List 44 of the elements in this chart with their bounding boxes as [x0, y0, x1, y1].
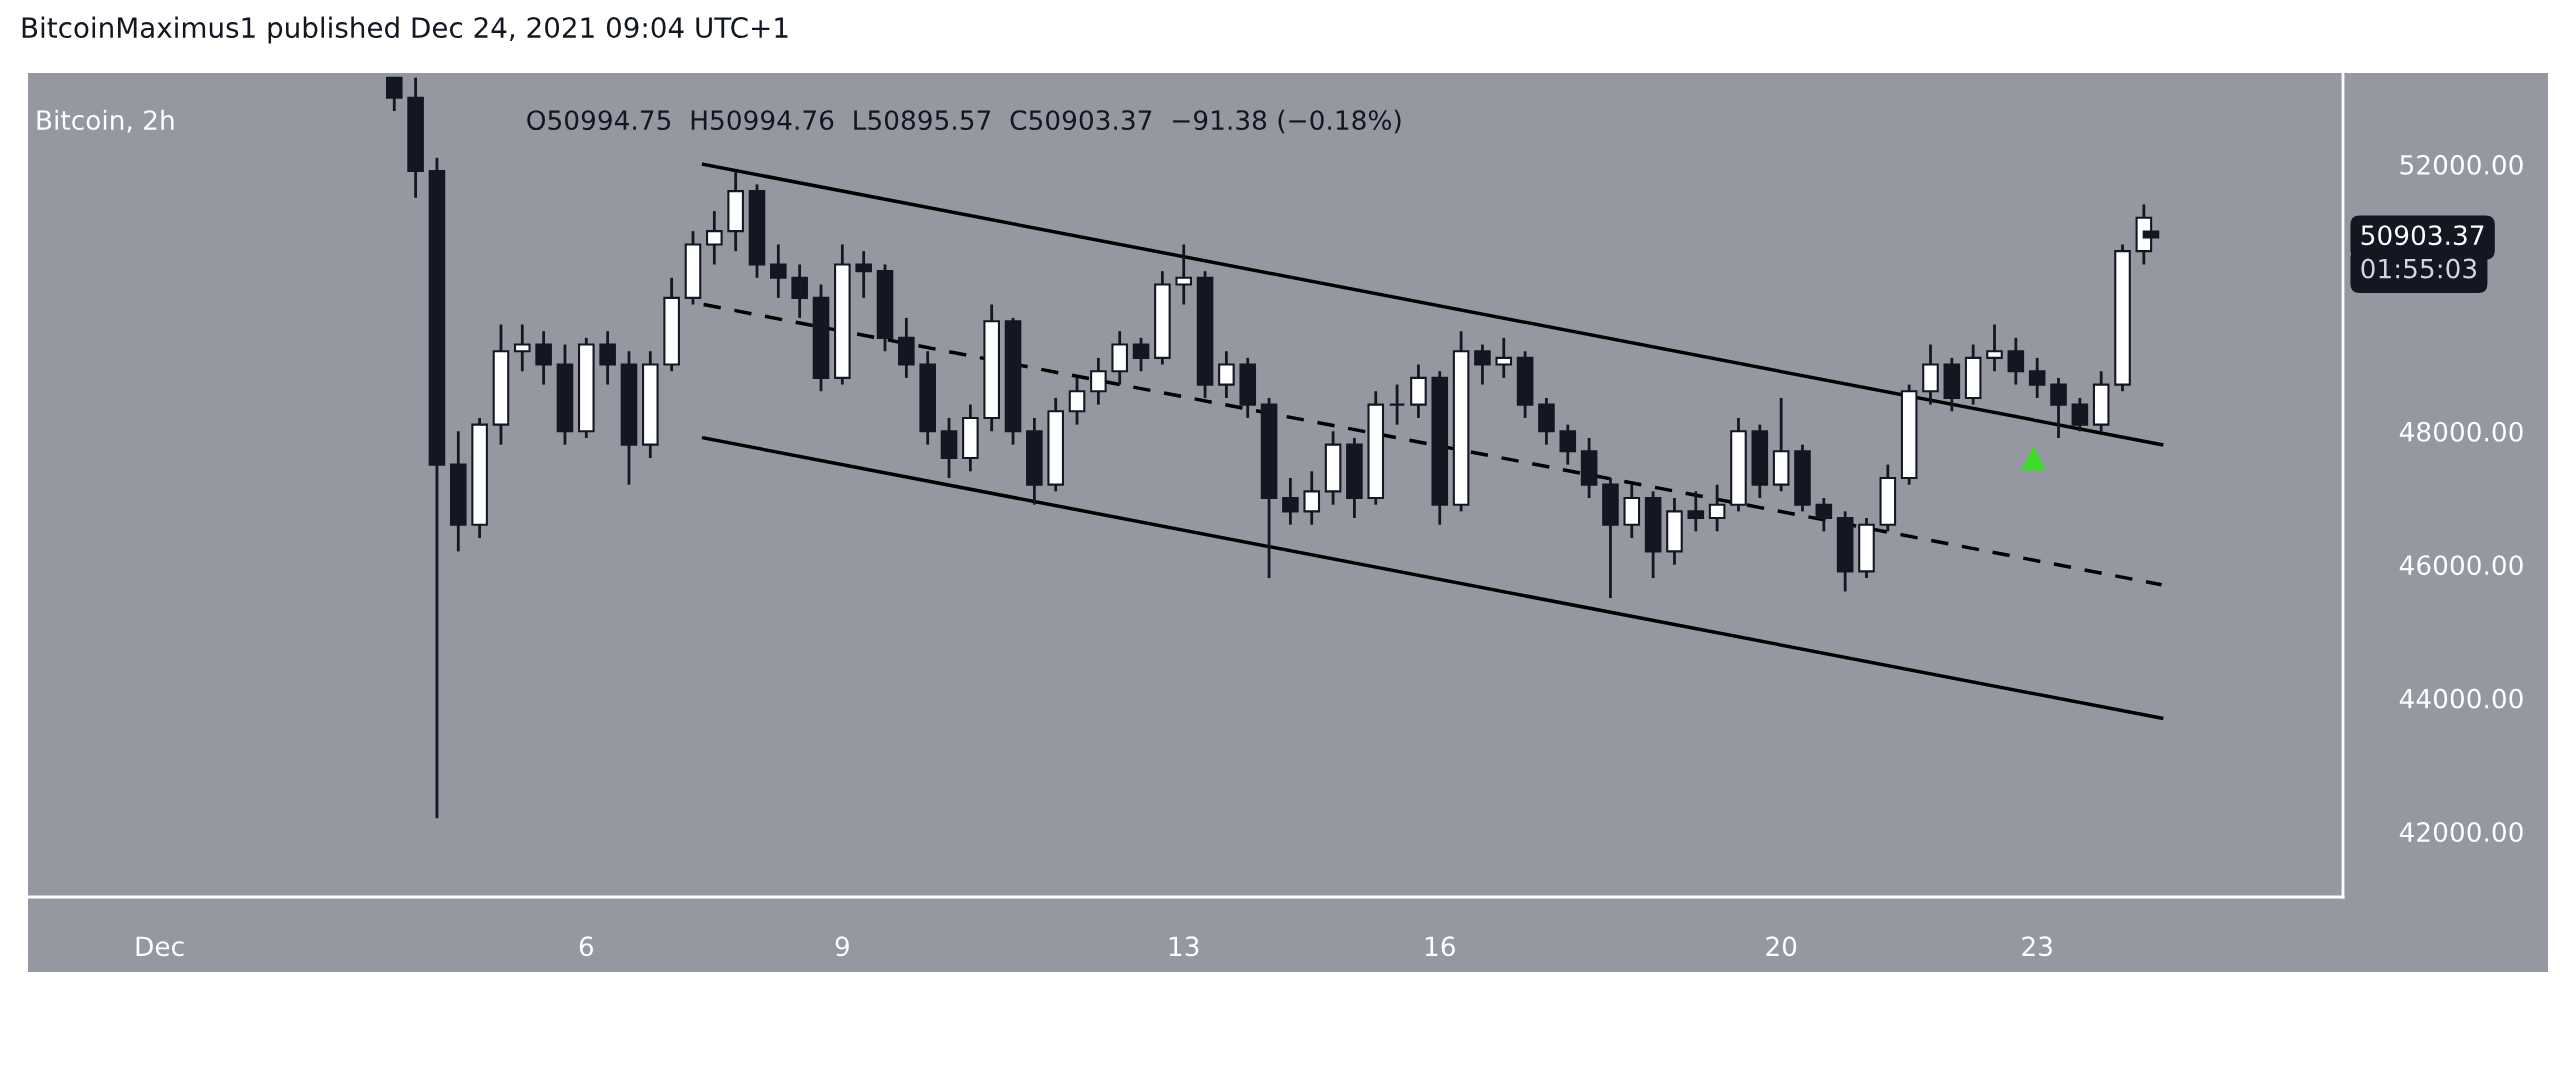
text: 01:55:03: [2361, 258, 2477, 279]
candlestick: [1687, 489, 1705, 533]
x-tick-label: 13: [1169, 936, 1199, 957]
y-tick-label: 48000.00: [2399, 421, 2523, 442]
candlestick: [1175, 243, 1193, 306]
x-tick-label: 16: [1425, 936, 1455, 957]
candlestick: [385, 76, 403, 113]
candlestick: [514, 323, 531, 373]
x-tick-label: 23: [2022, 936, 2052, 957]
candlestick: [1068, 376, 1086, 427]
candlestick: [1495, 336, 1513, 380]
y-tick-label: 52000.00: [2400, 154, 2523, 175]
x-tick-label: 9: [835, 936, 849, 957]
text: Bitcoin, 2h: [37, 109, 174, 133]
candlestick: [1132, 336, 1150, 373]
y-tick-label: 44000.00: [2399, 688, 2523, 709]
candlestick: [1218, 349, 1235, 400]
candlestick: [1090, 356, 1107, 406]
x-tick-label: 6: [579, 936, 594, 957]
y-tick-label: 46000.00: [2399, 555, 2523, 576]
text: 50903.37: [2361, 225, 2484, 246]
candlestick: [2050, 376, 2067, 440]
candlestick: [855, 249, 872, 300]
x-tick-label: Dec: [136, 936, 184, 957]
text: BitcoinMaximus1 published Dec 24, 2021 09:04 UTC+1: [22, 16, 788, 44]
candlestick: [706, 209, 723, 266]
candlestick: [1815, 496, 1833, 533]
x-tick-label: 20: [1766, 936, 1797, 957]
candlestick: [1708, 483, 1726, 533]
candlestick: [1986, 323, 2003, 373]
candlestick: [1559, 423, 1577, 467]
candlestick: [2071, 396, 2089, 433]
candlestick: [791, 263, 808, 320]
candlestick: [2007, 336, 2025, 386]
candlestick: [1303, 469, 1321, 527]
candlestick: [1474, 343, 1491, 386]
annotation: O50994.75 H50994.76 L50895.57 C50903.37 −91.38 (−0.18%): [527, 109, 1401, 134]
y-tick-label: 42000.00: [2399, 822, 2523, 843]
candlestick: [535, 329, 552, 386]
candlestick: [1282, 476, 1299, 527]
candlestick: [1388, 383, 1406, 427]
candlestick: [770, 243, 787, 300]
candlestick: [2028, 356, 2046, 400]
candlestick: [599, 329, 616, 386]
